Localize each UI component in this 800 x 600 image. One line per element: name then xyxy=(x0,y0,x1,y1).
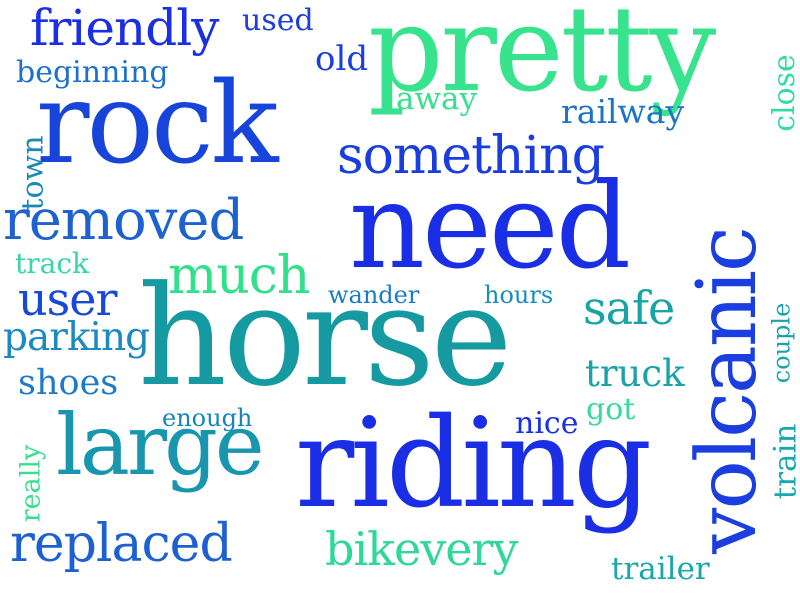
word-used: used xyxy=(242,3,314,38)
word-couple: couple xyxy=(767,302,796,384)
word-large: large xyxy=(56,396,265,494)
word-riding: riding xyxy=(295,392,652,536)
word-got: got xyxy=(586,392,636,427)
word-old: old xyxy=(315,39,369,79)
word-beginning: beginning xyxy=(16,55,169,90)
word-railway: railway xyxy=(561,92,685,131)
word-parking: parking xyxy=(3,315,150,360)
word-much: much xyxy=(168,246,310,306)
word-horse: horse xyxy=(138,256,512,417)
word-town: town xyxy=(15,135,51,211)
word-train: train xyxy=(767,423,800,500)
word-friendly: friendly xyxy=(30,0,219,57)
word-removed: removed xyxy=(3,188,244,253)
word-user: user xyxy=(18,272,117,326)
word-volcanic: volcanic xyxy=(679,228,775,554)
word-truck: truck xyxy=(585,352,685,395)
word-nice: nice xyxy=(515,406,579,441)
word-need: need xyxy=(349,157,631,295)
word-pretty: pretty xyxy=(368,0,716,118)
word-hours: hours xyxy=(484,281,554,309)
word-track: track xyxy=(15,247,89,280)
word-away: away xyxy=(396,81,478,117)
word-trailer: trailer xyxy=(611,551,710,587)
word-safe: safe xyxy=(583,281,675,335)
word-replaced: replaced xyxy=(10,514,233,574)
word-enough: enough xyxy=(162,404,253,432)
word-bikevery: bikevery xyxy=(325,522,518,576)
word-shoes: shoes xyxy=(18,363,119,403)
word-wander: wander xyxy=(328,281,420,309)
word-really: really xyxy=(15,444,47,523)
word-rock: rock xyxy=(36,59,279,189)
word-close: close xyxy=(766,54,800,132)
word-something: something xyxy=(337,126,605,186)
